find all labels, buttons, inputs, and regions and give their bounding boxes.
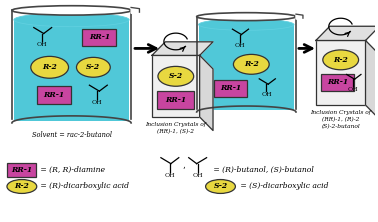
Text: = (S)-dicarboxylic acid: = (S)-dicarboxylic acid bbox=[239, 182, 329, 190]
Text: RR-1: RR-1 bbox=[43, 91, 64, 99]
Ellipse shape bbox=[323, 50, 359, 70]
Text: S-2: S-2 bbox=[169, 72, 183, 80]
Text: S-2: S-2 bbox=[86, 63, 101, 71]
Bar bbox=[316, 40, 366, 105]
Ellipse shape bbox=[234, 54, 269, 74]
Polygon shape bbox=[131, 8, 139, 13]
Text: Solvent = rac-2-butanol: Solvent = rac-2-butanol bbox=[31, 131, 112, 139]
Polygon shape bbox=[152, 42, 213, 55]
Ellipse shape bbox=[76, 57, 110, 77]
Text: = (R)-butanol, (S)-butanol: = (R)-butanol, (S)-butanol bbox=[211, 166, 313, 174]
Text: OH: OH bbox=[192, 172, 203, 178]
Ellipse shape bbox=[206, 180, 235, 193]
Text: Inclusion Crystals of: Inclusion Crystals of bbox=[146, 122, 206, 127]
Text: OH: OH bbox=[164, 172, 175, 178]
Text: Inclusion Crystals of: Inclusion Crystals of bbox=[310, 110, 371, 115]
Ellipse shape bbox=[158, 66, 194, 86]
Text: RR-1: RR-1 bbox=[11, 166, 33, 174]
Text: RR-1: RR-1 bbox=[89, 34, 110, 42]
Text: ,: , bbox=[183, 161, 185, 170]
Ellipse shape bbox=[12, 6, 131, 15]
Bar bbox=[199, 25, 294, 110]
Polygon shape bbox=[296, 14, 303, 19]
FancyBboxPatch shape bbox=[214, 80, 247, 97]
Text: OH: OH bbox=[348, 87, 358, 91]
Text: OH: OH bbox=[92, 100, 102, 105]
Ellipse shape bbox=[199, 19, 294, 30]
FancyBboxPatch shape bbox=[157, 91, 194, 109]
Ellipse shape bbox=[31, 56, 68, 78]
Text: = (R, R)-diamine: = (R, R)-diamine bbox=[38, 166, 105, 174]
FancyBboxPatch shape bbox=[37, 86, 71, 104]
FancyBboxPatch shape bbox=[321, 74, 354, 91]
Text: (RR)-1, (R)-2: (RR)-1, (R)-2 bbox=[322, 117, 359, 122]
Text: = (R)-dicarboxylic acid: = (R)-dicarboxylic acid bbox=[38, 182, 129, 190]
Text: OH: OH bbox=[261, 92, 272, 97]
Text: S-2: S-2 bbox=[214, 182, 228, 190]
Ellipse shape bbox=[197, 13, 296, 21]
Text: OH: OH bbox=[36, 42, 47, 48]
Ellipse shape bbox=[14, 13, 129, 27]
Bar bbox=[152, 55, 200, 117]
Polygon shape bbox=[316, 26, 378, 40]
Text: R-2: R-2 bbox=[244, 60, 259, 68]
Text: R-2: R-2 bbox=[42, 63, 57, 71]
Text: OH: OH bbox=[234, 43, 245, 48]
Polygon shape bbox=[200, 55, 213, 131]
FancyBboxPatch shape bbox=[82, 29, 116, 46]
Ellipse shape bbox=[7, 180, 37, 193]
FancyBboxPatch shape bbox=[8, 163, 36, 176]
Text: (RR)-1, (S)-2: (RR)-1, (S)-2 bbox=[157, 129, 194, 134]
Text: R-2: R-2 bbox=[333, 56, 348, 64]
Text: RR-1: RR-1 bbox=[327, 78, 348, 86]
Bar bbox=[14, 20, 129, 121]
Text: RR-1: RR-1 bbox=[220, 84, 241, 92]
Polygon shape bbox=[366, 40, 378, 119]
Text: RR-1: RR-1 bbox=[165, 96, 186, 104]
Text: (S)-2-butanol: (S)-2-butanol bbox=[321, 124, 360, 129]
Text: R-2: R-2 bbox=[14, 182, 29, 190]
